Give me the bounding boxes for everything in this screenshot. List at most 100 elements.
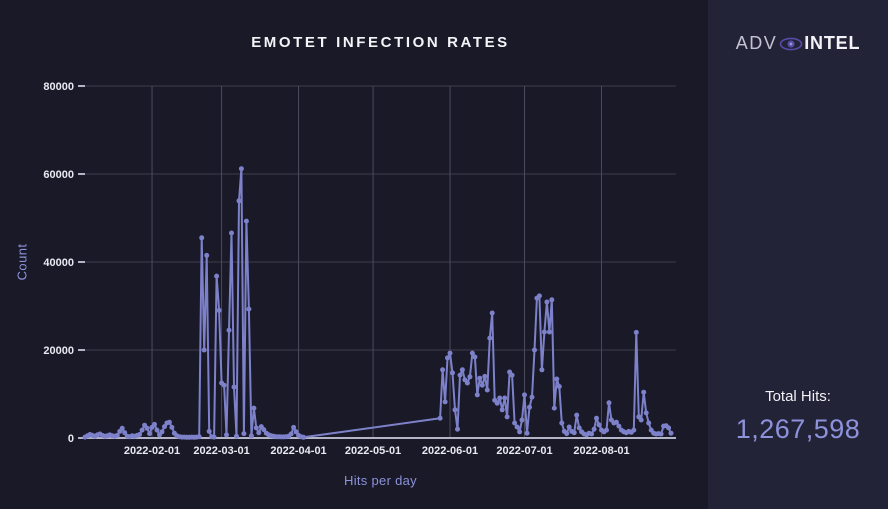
data-point — [539, 367, 545, 373]
data-point — [576, 425, 582, 431]
data-point — [646, 420, 652, 426]
data-point — [196, 434, 202, 440]
data-point — [494, 400, 500, 406]
data-point — [604, 427, 609, 433]
x-tick-label: 2022-06-01 — [422, 445, 478, 457]
data-point — [211, 434, 217, 440]
chart-title: EMOTET INFECTION RATES — [251, 34, 510, 51]
data-point — [504, 414, 510, 420]
data-point — [564, 431, 570, 437]
data-point — [484, 387, 490, 393]
data-point-markers — [82, 166, 674, 440]
y-grid-and-ticks: 0 20000 40000 60000 80000 — [43, 81, 676, 445]
eye-icon — [779, 37, 803, 51]
data-point — [514, 424, 520, 430]
logo-text-intel: INTEL — [804, 33, 861, 53]
data-point — [474, 392, 480, 398]
data-point — [517, 429, 523, 435]
data-point — [139, 427, 145, 433]
data-point — [231, 384, 237, 390]
data-point — [551, 405, 557, 411]
data-point — [469, 350, 475, 356]
data-point — [571, 430, 577, 436]
data-point — [243, 218, 249, 224]
data-point — [226, 327, 232, 333]
x-tick-label: 2022-05-01 — [345, 445, 401, 457]
advintel-logo: ADV INTEL — [708, 30, 888, 56]
data-point — [144, 425, 150, 431]
data-point — [559, 420, 565, 426]
x-tick-label: 2022-04-01 — [270, 445, 326, 457]
data-point — [524, 430, 530, 436]
data-point — [472, 354, 478, 360]
data-point — [224, 432, 229, 438]
data-point — [536, 293, 542, 299]
emotet-infection-rates-chart: 0 20000 40000 60000 80000 2022-02-01 2022-03-0… — [43, 81, 676, 457]
data-point — [502, 395, 508, 401]
data-point — [201, 347, 207, 353]
data-point — [169, 424, 175, 430]
data-point — [519, 417, 525, 423]
x-axis-title: Hits per day — [344, 473, 417, 488]
data-point — [467, 374, 473, 380]
data-point — [199, 235, 205, 241]
data-point — [482, 373, 488, 379]
data-point — [162, 424, 167, 430]
data-point — [291, 424, 297, 430]
data-point — [122, 430, 128, 436]
data-point — [554, 376, 560, 382]
data-point — [589, 431, 595, 437]
data-point — [256, 430, 262, 436]
chart-panel: EMOTET INFECTION RATES Count 0 20000 40000… — [14, 34, 676, 488]
data-point — [204, 252, 210, 258]
data-point — [288, 431, 294, 437]
data-point — [606, 400, 612, 406]
data-point — [509, 372, 515, 378]
data-point — [246, 306, 252, 312]
y-tick-label: 0 — [68, 433, 74, 445]
data-point — [445, 355, 450, 361]
data-point — [137, 432, 143, 437]
data-point — [638, 417, 644, 423]
data-point — [457, 372, 463, 378]
data-point — [440, 367, 446, 373]
data-point — [238, 166, 244, 172]
data-point — [114, 432, 120, 438]
data-point — [216, 307, 222, 313]
total-hits-block: Total Hits: 1,267,598 — [708, 388, 888, 445]
data-point — [666, 425, 672, 431]
data-point — [152, 421, 157, 427]
data-point — [556, 384, 562, 389]
data-point — [489, 310, 495, 316]
data-point — [613, 419, 619, 425]
data-point — [544, 299, 550, 305]
series-line — [84, 167, 672, 439]
data-point — [464, 380, 470, 386]
data-point — [497, 395, 503, 401]
data-point — [643, 410, 649, 416]
data-point — [301, 434, 306, 440]
data-point — [541, 329, 547, 335]
y-tick-label: 60000 — [43, 169, 74, 181]
data-point — [479, 382, 485, 388]
data-point — [154, 427, 160, 433]
data-point — [546, 329, 552, 335]
data-point — [221, 382, 227, 388]
data-point — [442, 399, 448, 405]
data-point — [532, 347, 537, 353]
data-point — [596, 422, 602, 428]
x-tick-label: 2022-02-01 — [124, 445, 180, 457]
data-point — [452, 407, 458, 413]
x-tick-label: 2022-08-01 — [573, 445, 629, 457]
data-point — [214, 273, 220, 279]
data-point — [253, 425, 259, 431]
data-point — [512, 420, 518, 426]
data-point — [229, 230, 234, 236]
data-point — [159, 429, 165, 435]
sidebar: ADV INTEL Total Hits: 1,267,598 — [708, 0, 888, 509]
data-point — [447, 350, 453, 356]
x-tick-label: 2022-07-01 — [496, 445, 552, 457]
data-point — [668, 430, 674, 436]
data-point — [248, 433, 254, 439]
y-tick-label: 40000 — [43, 257, 74, 269]
